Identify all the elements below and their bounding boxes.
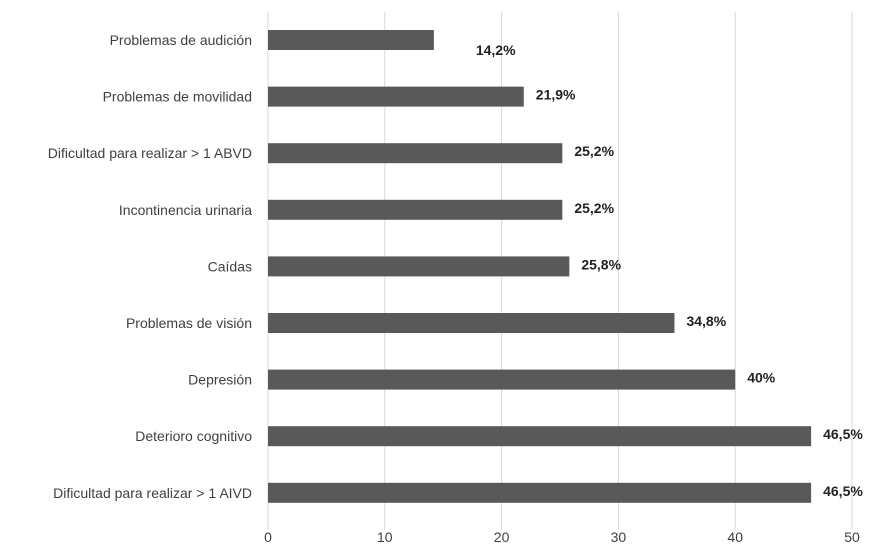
data-label: 21,9% [536,87,576,103]
data-label: 25,2% [574,143,614,159]
data-label: 25,2% [574,200,614,216]
category-label: Caídas [208,258,252,274]
category-label: Problemas de audición [110,32,252,48]
data-label: 46,5% [823,426,863,442]
x-tick-label: 20 [494,529,510,544]
category-label: Problemas de visión [126,315,252,331]
bar [268,86,524,107]
x-tick-label: 50 [844,529,860,544]
category-label: Depresión [188,372,252,388]
category-label: Deterioro cognitivo [135,428,252,444]
data-label: 46,5% [823,483,863,499]
bar [268,482,812,503]
bar [268,30,434,50]
data-label: 40% [747,370,776,386]
category-label: Dificultad para realizar > 1 AIVD [53,485,252,501]
x-tick-label: 30 [611,529,627,544]
bar [268,369,736,390]
data-label: 25,8% [581,256,621,272]
bar [268,143,563,164]
bar [268,256,570,277]
category-label: Problemas de movilidad [103,89,252,105]
x-tick-label: 0 [264,529,272,544]
data-label: 34,8% [686,313,726,329]
x-axis-tick-labels: 0 10 20 30 40 50 [264,529,860,544]
x-tick-label: 10 [377,529,393,544]
category-labels: Problemas de audición Problemas de movili… [48,32,252,501]
bar [268,313,675,333]
bars [268,30,812,503]
bar [268,199,563,220]
category-label: Incontinencia urinaria [119,202,252,218]
bar [268,426,812,447]
data-label: 14,2% [476,42,516,58]
category-label: Dificultad para realizar > 1 ABVD [48,145,252,161]
x-tick-label: 40 [727,529,743,544]
data-labels: 14,2% 21,9% 25,2% 25,2% 25,8% 34,8% 40% 46,5% 46… [476,42,864,499]
